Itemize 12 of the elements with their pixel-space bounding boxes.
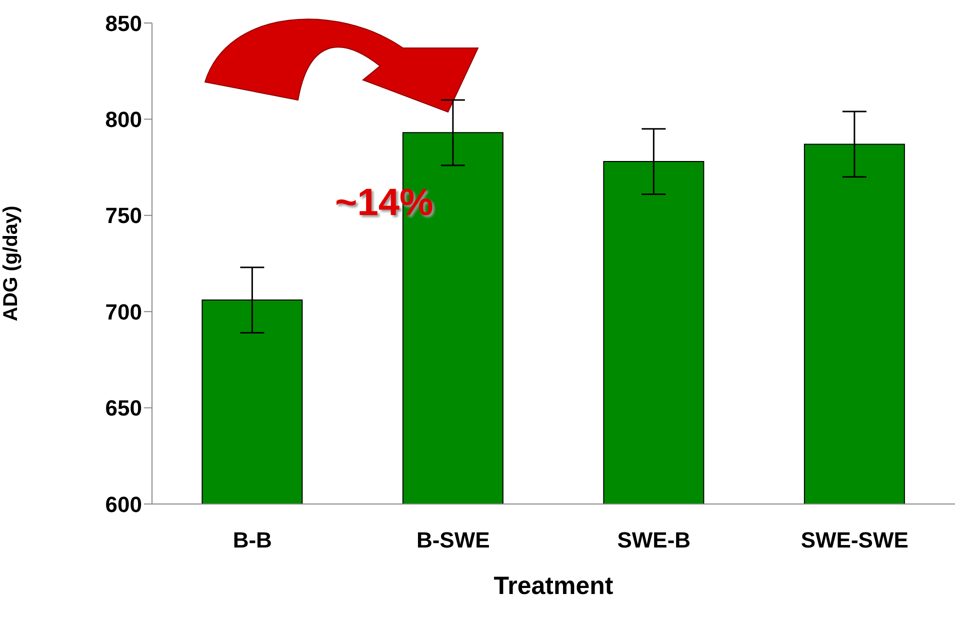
y-tick-label: 850: [105, 10, 142, 36]
x-tick-label: SWE-SWE: [800, 528, 908, 553]
y-tick-label: 650: [105, 396, 142, 421]
x-tick-label: B-SWE: [416, 528, 490, 553]
x-tick-label: SWE-B: [617, 528, 691, 553]
y-tick-label: 750: [105, 203, 142, 228]
x-axis-title: Treatment: [494, 572, 614, 600]
y-axis-title: ADG (g/day): [0, 206, 22, 322]
y-tick-label: 600: [105, 492, 142, 517]
y-tick-label: 800: [105, 107, 142, 132]
y-tick-label: 700: [105, 299, 142, 324]
x-tick-label: B-B: [232, 528, 272, 553]
